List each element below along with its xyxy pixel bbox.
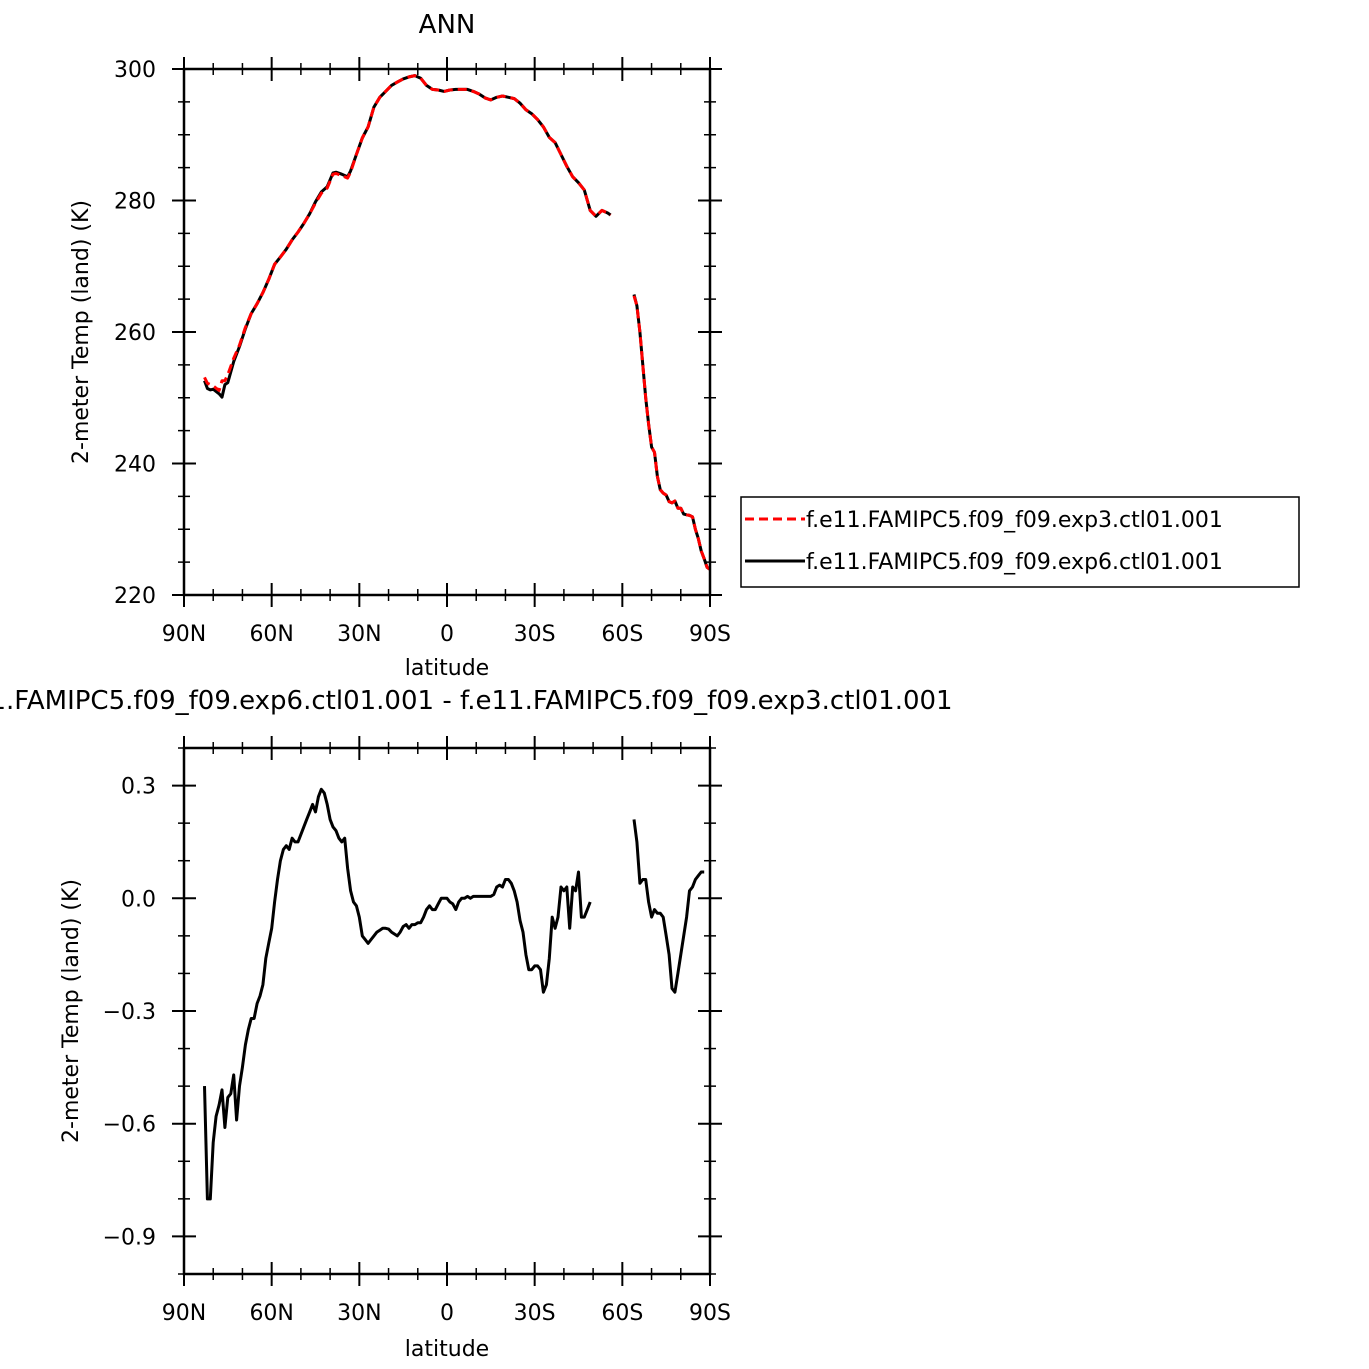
top-panel: ANN 90N 60N 30N 0 30S 60S 90S 220 240 260 280 300 l… bbox=[69, 10, 731, 681]
top-y-tick-label: 280 bbox=[114, 190, 156, 215]
top-panel-title: ANN bbox=[419, 10, 476, 40]
top-series-1-segment-0 bbox=[203, 74, 612, 399]
bottom-x-tick-label: 30S bbox=[514, 1301, 556, 1326]
bottom-plot-frame bbox=[182, 746, 712, 1276]
top-y-tick-label: 220 bbox=[114, 584, 156, 609]
legend-label-exp6: f.e11.FAMIPC5.f09_f09.exp6.ctl01.001 bbox=[806, 550, 1223, 575]
legend-box bbox=[740, 496, 1300, 588]
top-series-1-segment-1 bbox=[632, 294, 711, 571]
top-series-0-segment-0 bbox=[203, 74, 612, 392]
bottom-y-axis-label: 2-meter Temp (land) (K) bbox=[59, 879, 84, 1143]
top-x-axis-label: latitude bbox=[405, 656, 489, 681]
bottom-x-tick-label: 0 bbox=[440, 1301, 454, 1326]
top-x-tick-label: 90S bbox=[689, 622, 731, 647]
top-x-tick-label: 30N bbox=[337, 622, 381, 647]
top-x-tick-label: 60N bbox=[249, 622, 293, 647]
bottom-x-tick-label: 90N bbox=[162, 1301, 206, 1326]
bottom-x-axis-label: latitude bbox=[405, 1337, 489, 1362]
top-y-axis-label: 2-meter Temp (land) (K) bbox=[69, 200, 94, 464]
bottom-panel: f.e11.FAMIPC5.f09_f09.exp6.ctl01.001 - f… bbox=[0, 686, 953, 1362]
bottom-x-tick-label: 90S bbox=[689, 1301, 731, 1326]
top-plot-frame bbox=[182, 67, 712, 597]
bottom-y-tick-label: 0.0 bbox=[121, 887, 156, 912]
top-x-tick-label: 30S bbox=[514, 622, 556, 647]
legend: f.e11.FAMIPC5.f09_f09.exp3.ctl01.001 f.e… bbox=[740, 496, 1300, 588]
bottom-y-tick-label: −0.9 bbox=[103, 1225, 156, 1250]
bottom-x-tick-label: 60N bbox=[249, 1301, 293, 1326]
bottom-panel-title: f.e11.FAMIPC5.f09_f09.exp6.ctl01.001 - f… bbox=[0, 686, 953, 716]
bottom-y-tick-label: −0.6 bbox=[103, 1113, 156, 1138]
top-x-tick-label: 0 bbox=[440, 622, 454, 647]
top-axes: 90N 60N 30N 0 30S 60S 90S 220 240 260 280 300 bbox=[114, 57, 731, 647]
top-series-group bbox=[203, 74, 711, 571]
top-x-tick-label: 90N bbox=[162, 622, 206, 647]
top-y-tick-label: 300 bbox=[114, 58, 156, 83]
bottom-series-0-segment-1 bbox=[632, 819, 705, 994]
bottom-series-group bbox=[203, 787, 705, 1201]
legend-label-exp3: f.e11.FAMIPC5.f09_f09.exp3.ctl01.001 bbox=[806, 508, 1223, 533]
top-series-0-segment-1 bbox=[632, 295, 711, 571]
bottom-x-tick-label: 30N bbox=[337, 1301, 381, 1326]
top-y-tick-label: 240 bbox=[114, 453, 156, 478]
bottom-axes: 90N 60N 30N 0 30S 60S 90S −0.9 −0.6 −0.3 0.0 0.3 bbox=[103, 736, 731, 1326]
bottom-y-tick-label: 0.3 bbox=[121, 775, 156, 800]
bottom-x-tick-label: 60S bbox=[601, 1301, 643, 1326]
bottom-series-0-segment-0 bbox=[203, 787, 592, 1201]
bottom-y-tick-label: −0.3 bbox=[103, 1000, 156, 1025]
top-y-tick-label: 260 bbox=[114, 321, 156, 346]
top-x-tick-label: 60S bbox=[601, 622, 643, 647]
